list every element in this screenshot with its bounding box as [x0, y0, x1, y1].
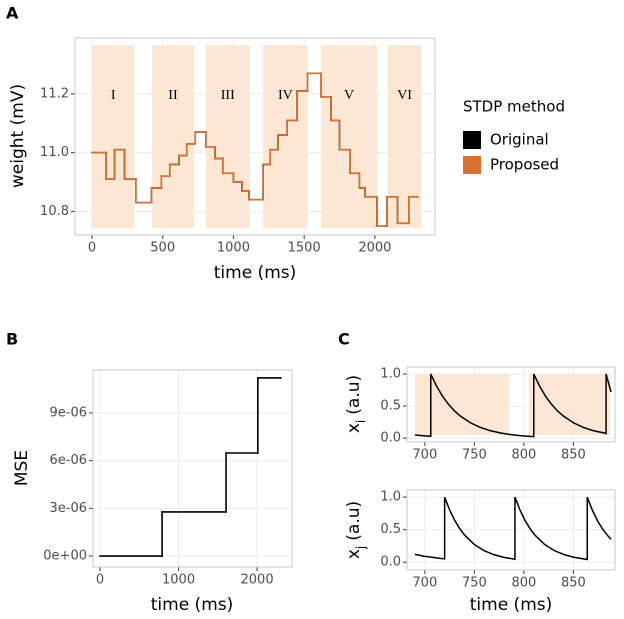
legend-key — [463, 131, 481, 149]
x-tick-label: 750 — [462, 448, 487, 463]
y-tick-label: 6e-06 — [49, 453, 87, 468]
y-axis-title-sub: i — [354, 420, 368, 423]
region-label: VI — [397, 88, 412, 103]
x-tick-label: 700 — [412, 448, 437, 463]
y-axis-title: xj (a.u) — [344, 501, 368, 559]
panel-letter: B — [6, 330, 18, 349]
region-shade — [387, 45, 422, 228]
x-tick-label: 1000 — [162, 573, 195, 588]
y-tick-label: 3e-06 — [49, 501, 87, 516]
x-axis-title: time (ms) — [151, 595, 234, 615]
y-tick-label: 0e+00 — [43, 549, 87, 564]
x-tick-label: 0 — [88, 241, 96, 256]
legend-key — [463, 156, 481, 174]
line — [414, 373, 612, 438]
x-tick-label: 800 — [511, 448, 536, 463]
legend-label: Original — [490, 131, 549, 149]
y-tick-label: 0.5 — [380, 399, 401, 414]
region-shade — [414, 374, 510, 435]
region-shade — [205, 45, 250, 228]
x-tick-label: 2000 — [358, 241, 391, 256]
region-shade — [528, 374, 611, 435]
region-label: V — [344, 88, 354, 103]
plot-border — [406, 366, 616, 443]
plot-border — [92, 369, 293, 568]
x-tick-label: 2000 — [241, 573, 274, 588]
legend-title: STDP method — [463, 98, 565, 116]
legend-label: Proposed — [490, 156, 559, 174]
region-label: II — [168, 88, 178, 103]
region-label: III — [221, 88, 235, 103]
x-tick-label: 700 — [412, 576, 437, 591]
x-tick-label: 800 — [511, 576, 536, 591]
y-tick-label: 1.0 — [380, 490, 401, 505]
x-tick-label: 0 — [96, 573, 104, 588]
y-tick-label: 11.0 — [40, 145, 69, 160]
y-axis-title-sub: j — [354, 546, 368, 550]
y-axis-title: xi (a.u) — [344, 375, 368, 433]
y-tick-label: 0.0 — [380, 555, 401, 570]
x-tick-label: 1500 — [288, 241, 321, 256]
x-axis-title: time (ms) — [470, 595, 553, 615]
region-shade — [263, 45, 308, 228]
line — [414, 496, 612, 561]
y-axis-title: MSE — [12, 450, 32, 486]
region-shade — [321, 45, 378, 228]
x-tick-label: 850 — [561, 576, 586, 591]
y-tick-label: 11.2 — [40, 86, 69, 101]
plot-border — [74, 37, 436, 236]
y-tick-label: 9e-06 — [49, 405, 87, 420]
y-tick-label: 0.5 — [380, 522, 401, 537]
region-label: I — [111, 88, 116, 103]
x-axis-title: time (ms) — [214, 263, 297, 283]
panel-letter: A — [6, 4, 19, 23]
y-axis-title: weight (mV) — [8, 84, 28, 188]
x-tick-label: 1000 — [217, 241, 250, 256]
x-tick-label: 750 — [462, 576, 487, 591]
region-shade — [91, 45, 135, 228]
y-tick-label: 1.0 — [380, 367, 401, 382]
y-tick-label: 10.8 — [40, 204, 69, 219]
y-axis-title-unit: (a.u) — [344, 375, 364, 415]
region-label: IV — [278, 88, 293, 103]
plot-border — [406, 489, 616, 571]
plot-background — [93, 370, 292, 567]
panel-letter: C — [338, 330, 350, 349]
y-axis-title-unit: (a.u) — [344, 501, 364, 541]
y-axis-title-main: x — [344, 549, 364, 559]
x-tick-label: 850 — [561, 448, 586, 463]
y-tick-label: 0.0 — [380, 431, 401, 446]
region-shade — [152, 45, 194, 228]
y-axis-title-main: x — [344, 423, 364, 433]
x-tick-label: 500 — [150, 241, 175, 256]
